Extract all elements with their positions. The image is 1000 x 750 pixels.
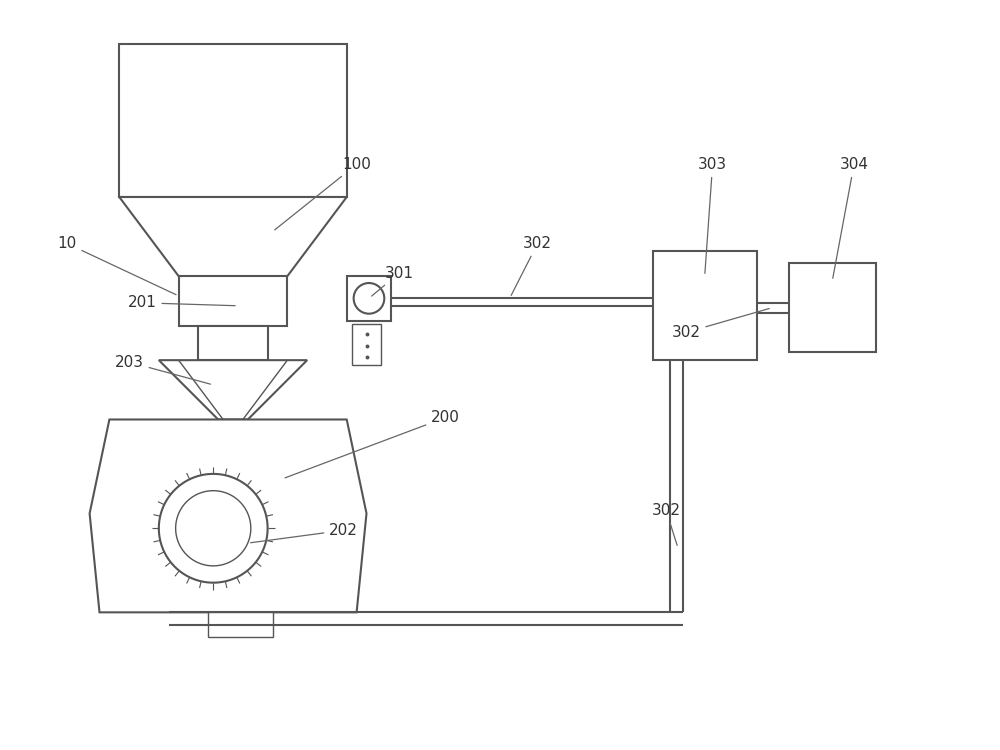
Bar (789, 263, 876, 352)
Bar (352, 323, 381, 365)
Text: 203: 203 (115, 355, 211, 384)
Polygon shape (159, 360, 307, 419)
Text: 304: 304 (833, 157, 869, 278)
Text: 302: 302 (652, 503, 681, 545)
Text: 201: 201 (128, 296, 235, 310)
Bar (208, 612, 273, 637)
Bar (198, 326, 268, 360)
Polygon shape (119, 197, 347, 276)
Bar (653, 251, 757, 360)
Text: 10: 10 (57, 236, 176, 295)
Bar (347, 276, 391, 320)
Bar (119, 44, 347, 197)
Text: 303: 303 (698, 157, 727, 273)
Text: 202: 202 (251, 523, 358, 543)
Polygon shape (90, 419, 366, 612)
Text: 301: 301 (372, 266, 414, 296)
Text: 200: 200 (285, 410, 460, 478)
Text: 302: 302 (671, 308, 769, 340)
Bar (179, 276, 287, 326)
Text: 302: 302 (511, 236, 552, 296)
Text: 100: 100 (275, 157, 371, 230)
